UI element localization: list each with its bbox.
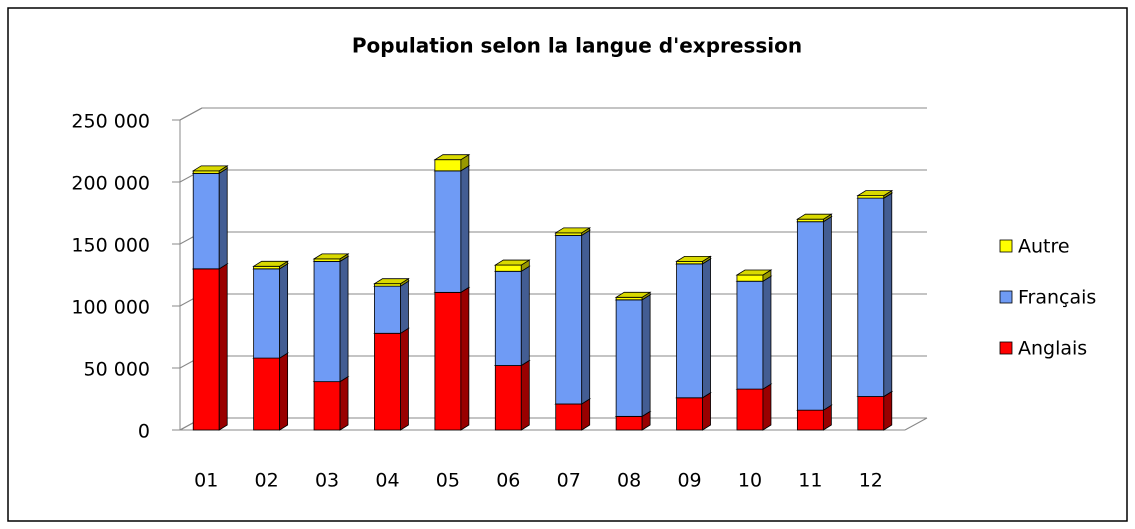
- bar-front: [313, 260, 341, 383]
- x-tick-label: 11: [798, 470, 822, 492]
- bar-side: [641, 294, 651, 418]
- bar-front: [857, 197, 885, 397]
- bar-top: [856, 190, 894, 197]
- bar-front: [374, 332, 401, 431]
- bar-top: [554, 227, 592, 234]
- bar-front: [555, 403, 583, 431]
- bar-side: [400, 327, 409, 431]
- bar-side: [702, 392, 711, 431]
- y-tick-label: 150 000: [71, 235, 150, 257]
- bar-front: [434, 170, 462, 293]
- chart-title: Population selon la langue d'expression: [352, 34, 802, 58]
- bar-top: [312, 253, 350, 260]
- legend-label: Anglais: [1018, 338, 1087, 360]
- x-tick-label: 07: [557, 470, 581, 492]
- bar-top: [493, 259, 531, 266]
- bar-front: [434, 159, 462, 172]
- bar-top: [735, 269, 773, 276]
- x-tick-label: 05: [436, 470, 460, 492]
- bar-front: [494, 270, 522, 366]
- bar-side: [883, 390, 893, 431]
- x-tick-label: 03: [315, 470, 339, 492]
- bar-front: [796, 221, 824, 411]
- bar-front: [676, 263, 703, 399]
- bar-side: [279, 263, 289, 359]
- bar-front: [555, 234, 583, 405]
- bar-front: [253, 268, 281, 359]
- bar-side: [339, 255, 349, 383]
- bar-side: [762, 383, 772, 431]
- bar-front: [736, 280, 764, 390]
- bar-top: [373, 278, 410, 285]
- bar-side: [520, 359, 530, 431]
- legend-swatch: [999, 239, 1013, 253]
- x-tick-label: 01: [194, 470, 218, 492]
- bar-side: [218, 263, 228, 431]
- bar-front: [494, 365, 522, 431]
- bar-front: [676, 397, 703, 431]
- bar-side: [883, 192, 893, 398]
- y-tick-label: 250 000: [71, 111, 150, 133]
- x-tick-label: 12: [859, 470, 883, 492]
- x-tick-label: 10: [738, 470, 762, 492]
- bar-front: [374, 285, 401, 334]
- bar-side: [581, 229, 591, 405]
- bar-front: [857, 396, 885, 431]
- y-tick-label: 200 000: [71, 173, 150, 195]
- bar-front: [192, 172, 220, 270]
- bar-top: [433, 154, 471, 161]
- x-tick-label: 04: [375, 470, 399, 492]
- y-tick-label: 50 000: [84, 359, 150, 381]
- bar-side: [218, 167, 228, 270]
- bar-front: [494, 264, 522, 272]
- legend-label: Français: [1018, 287, 1096, 309]
- bar-front: [615, 299, 643, 417]
- bar-front: [192, 268, 220, 431]
- x-tick-label: 06: [496, 470, 520, 492]
- bar-front: [253, 357, 281, 431]
- axis-line: [904, 417, 928, 431]
- bar-front: [615, 415, 643, 431]
- legend-swatch: [999, 341, 1013, 355]
- bar-side: [520, 265, 530, 367]
- bar-side: [702, 258, 711, 399]
- legend-label: Autre: [1018, 236, 1070, 258]
- grid-line: [179, 107, 203, 121]
- bar-top: [675, 255, 712, 262]
- x-tick-label: 09: [677, 470, 701, 492]
- bar-side: [822, 215, 832, 411]
- bar-front: [736, 274, 764, 282]
- bar-top: [795, 213, 833, 220]
- bar-side: [460, 286, 470, 431]
- bar-front: [313, 381, 341, 431]
- x-tick-label: 02: [255, 470, 279, 492]
- bar-side: [339, 375, 349, 431]
- y-tick-label: 0: [138, 421, 150, 443]
- bar-front: [736, 388, 764, 431]
- x-tick-label: 08: [617, 470, 641, 492]
- bar-top: [614, 291, 652, 298]
- legend-swatch: [999, 290, 1013, 304]
- bar-front: [434, 291, 462, 431]
- bar-side: [400, 280, 409, 335]
- bar-top: [191, 165, 229, 172]
- bar-front: [796, 409, 824, 431]
- bar-side: [460, 165, 470, 294]
- bar-side: [762, 275, 772, 390]
- bar-side: [279, 352, 289, 431]
- y-tick-label: 100 000: [71, 297, 150, 319]
- bar-top: [252, 260, 290, 267]
